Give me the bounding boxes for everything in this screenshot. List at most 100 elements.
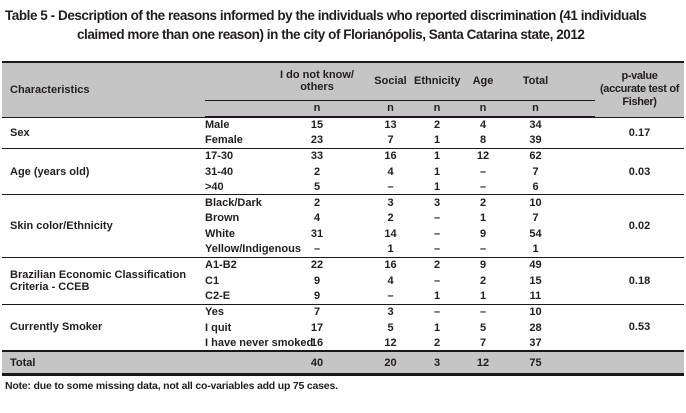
count-value: 10 [506,194,595,211]
n-header-age: n [460,100,506,118]
count-value: 28 [529,321,542,334]
category-label: 31-40 [205,165,234,178]
count-value: 1 [479,212,487,225]
count-value: – [479,180,487,193]
data-row: >40 5 – 1 – 6 [2,179,684,195]
data-row: 31-40 2 4 1 – 7 [2,164,684,180]
caption-line-2: claimed more than one reason) in the cit… [77,27,585,42]
characteristic-group: Sex Male 15 13 2 4 34 0.17 Female 23 7 1 8 39 [2,116,684,149]
col-header-spacer [205,62,267,101]
count-value: 2 [387,212,394,225]
total-row: Total 40 20 3 12 75 [2,349,684,375]
category-label: Female [205,134,243,147]
count-value: 2 [267,194,367,211]
count-value: 6 [532,180,539,193]
count-value: 7 [387,134,394,147]
count-value: 4 [387,165,394,178]
total-count-value: 40 [267,349,367,375]
category-label: C2-E [205,290,231,303]
col-header-age: Age [460,62,506,101]
category-label: Male [205,116,267,133]
col-header-idontknow-others: I do not know/ others [267,62,367,101]
n-header-spacer [205,100,267,118]
count-value: 2 [479,274,487,287]
count-value: 16 [367,256,414,273]
characteristic-group: Currently Smoker Yes 7 3– –10 0.53 I quit 17 5 1 5… [2,303,684,351]
total-count-value: 12 [460,349,506,375]
count-value: 22 [267,256,367,273]
characteristic-label: Age (years old) [2,147,205,195]
count-value: 54 [529,227,542,240]
count-value: 15 [267,116,367,133]
count-value: 17 [310,321,324,334]
category-label: Yellow/Indigenous [205,243,301,256]
total-label: Total [2,349,267,375]
count-value: 1 [387,243,394,256]
data-row: Age (years old) 17-30 33 16 1 12 62 0.03 [2,147,684,195]
category-label: >40 [205,180,224,193]
count-value: 4 [460,116,506,133]
count-value: 16 [367,147,414,164]
count-value: 1 [414,147,460,164]
data-row: White 31 14 – 9 54 [2,226,684,242]
col-header-social: Social [367,62,414,101]
count-value: 14 [384,227,397,240]
characteristic-group: Brazilian Economic Classification Criter… [2,256,684,305]
count-value: 15 [529,274,542,287]
data-row: Currently Smoker Yes 7 3– –10 0.53 [2,303,684,351]
count-value: – [387,290,394,303]
count-value: – [433,212,441,225]
count-value: 2 [414,256,460,273]
data-row: Brown 4 2 – 1 7 [2,211,684,227]
count-value: – [433,274,441,287]
characteristic-group: Skin color/Ethnicity Black/Dark 2 3 3 2 10 0.02… [2,194,684,258]
count-value: – [479,243,487,256]
count-value: 1 [433,134,441,147]
count-value: 1 [479,290,487,303]
total-count-value: 3 [414,349,460,375]
count-value: 7 [479,336,487,349]
count-value: 7 [267,303,367,320]
count-value: 49 [506,256,595,273]
n-header-ethnicity: n [414,100,460,118]
characteristic-label: Brazilian Economic Classification Criter… [2,256,205,305]
p-value: 0.17 [595,116,684,149]
table-head: Characteristics I do not know/ others So… [2,62,684,118]
count-value: 7 [532,212,539,225]
count-value: 12 [384,336,397,349]
header-row-n: n n n n n [2,100,684,118]
col-header-total: Total [506,62,595,101]
count-value: 34 [506,116,595,133]
count-value: 10 [506,303,595,320]
category-label: C1 [205,274,220,287]
count-value: 4 [387,274,394,287]
characteristic-label: Skin color/Ethnicity [2,194,205,258]
col-header-pvalue: p-value (accurate test of Fisher) [595,62,684,117]
count-value: 3 [414,194,460,211]
characteristic-group: Age (years old) 17-30 33 16 1 12 62 0.03 31-40 2 4… [2,147,684,195]
count-value: 2 [460,194,506,211]
footnote: Note: due to some missing data, not all … [5,380,338,393]
total-count-value: 20 [367,349,414,375]
count-value: – [460,303,506,320]
total-row-band: Total 40 20 3 12 75 [2,349,684,375]
category-label: I quit [205,321,232,334]
p-value: 0.18 [595,256,684,305]
count-value: – [433,227,441,240]
count-value: 2 [414,116,460,133]
count-value: 1 [433,321,441,334]
data-row: Sex Male 15 13 2 4 34 0.17 [2,116,684,149]
count-value: 9 [313,290,321,303]
count-value: 23 [310,134,324,147]
count-value: 12 [460,147,506,164]
count-value: 16 [310,336,324,349]
count-value: 1 [433,180,441,193]
count-value: 11 [529,290,542,303]
category-label: I have never smoked [205,336,314,349]
count-value: 5 [313,180,321,193]
count-value: 31 [310,227,324,240]
count-value: 8 [479,134,487,147]
count-value: 1 [433,290,441,303]
data-row: C1 9 4 – 2 15 [2,273,684,289]
